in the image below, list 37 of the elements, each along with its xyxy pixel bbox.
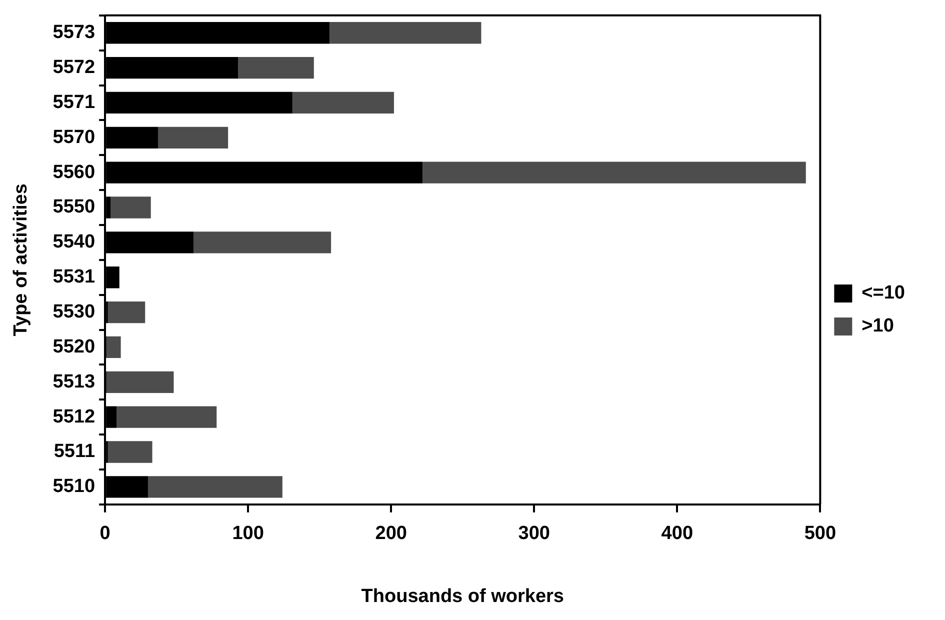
y-tick-label: 5560 [52,162,96,183]
bar [238,56,314,79]
bar [292,92,394,114]
x-tick-label: 500 [804,523,836,544]
y-tick-label: 5511 [54,441,96,462]
bar [330,22,482,44]
bar [148,476,282,498]
legend-label: <=10 [862,282,906,304]
y-tick-label: 5570 [52,126,96,148]
bar [106,371,174,393]
y-tick-label: 5573 [52,22,96,44]
x-tick-label: 400 [661,523,694,544]
x-tick-label: 200 [375,523,407,544]
bar [106,336,121,358]
y-axis-title: Type of activities [10,184,32,336]
y-tick-label: 5531 [52,266,96,288]
y-tick-label: 5520 [52,336,96,358]
y-tick-label: 5530 [52,302,96,323]
bar [108,301,146,324]
bar [110,196,151,218]
y-tick-label: 5550 [52,196,96,218]
bar [194,232,332,254]
bar [108,441,152,463]
x-tick-label: 100 [232,523,264,544]
x-axis-title: Thousands of workers [361,586,564,607]
bar [158,126,228,148]
y-tick-label: 5512 [52,406,96,428]
y-tick-label: 5540 [52,232,96,253]
y-tick-label: 5571 [52,92,96,113]
y-tick-label: 5572 [52,57,96,78]
bar [422,162,806,184]
x-tick-label: 0 [100,523,110,544]
bar [116,406,217,428]
y-tick-label: 5510 [52,476,96,498]
legend-label: >10 [862,316,894,337]
x-tick-label: 300 [518,523,550,544]
y-tick-label: 5513 [52,371,96,392]
